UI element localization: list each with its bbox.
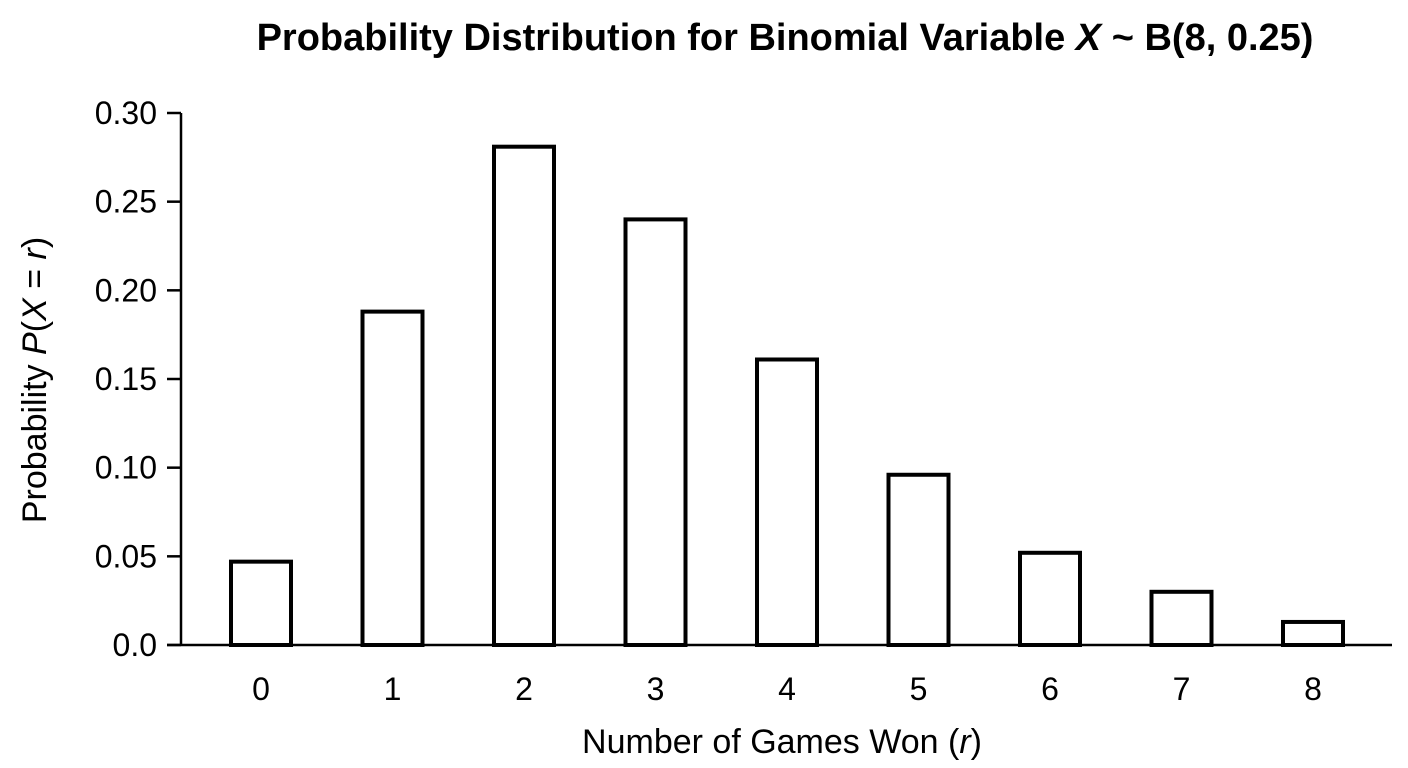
bars-group [229,144,1345,648]
y-axis-ticks: 0.30 0.25 0.20 0.15 0.10 0.05 0.0 [95,95,181,663]
x-tick-label-4: 4 [778,671,796,707]
x-tick-label-2: 2 [515,671,533,707]
x-tick-label-0: 0 [252,671,270,707]
bar-5 [886,472,951,648]
y-tick-label: 0.15 [95,361,157,397]
bar-1 [360,309,425,647]
bar-3 [623,217,688,647]
x-axis-ticks: 0 1 2 3 4 5 6 7 8 [252,671,1322,707]
bar-4 [755,357,819,647]
x-tick-label-1: 1 [384,671,402,707]
x-axis-label: Number of Games Won (r) [582,723,982,761]
x-tick-label-6: 6 [1041,671,1059,707]
x-tick-label-5: 5 [910,671,928,707]
y-tick-label: 0.20 [95,272,157,308]
y-tick-label: 0.30 [95,95,157,131]
y-tick-label: 0.25 [95,184,157,220]
bar-7 [1149,589,1214,647]
y-tick-label: 0.10 [95,450,157,486]
y-tick-label: 0.05 [95,538,157,574]
x-tick-label-7: 7 [1173,671,1191,707]
x-tick-label-3: 3 [647,671,665,707]
bar-6 [1018,550,1082,648]
bar-2 [492,144,556,647]
x-tick-label-8: 8 [1304,671,1322,707]
y-tick-label: 0.0 [113,627,157,663]
chart-title: Probability Distribution for Binomial Va… [257,17,1314,59]
bar-8 [1281,619,1345,647]
bar-0 [229,559,293,647]
y-axis-label: Probability P(X = r) [16,237,54,523]
